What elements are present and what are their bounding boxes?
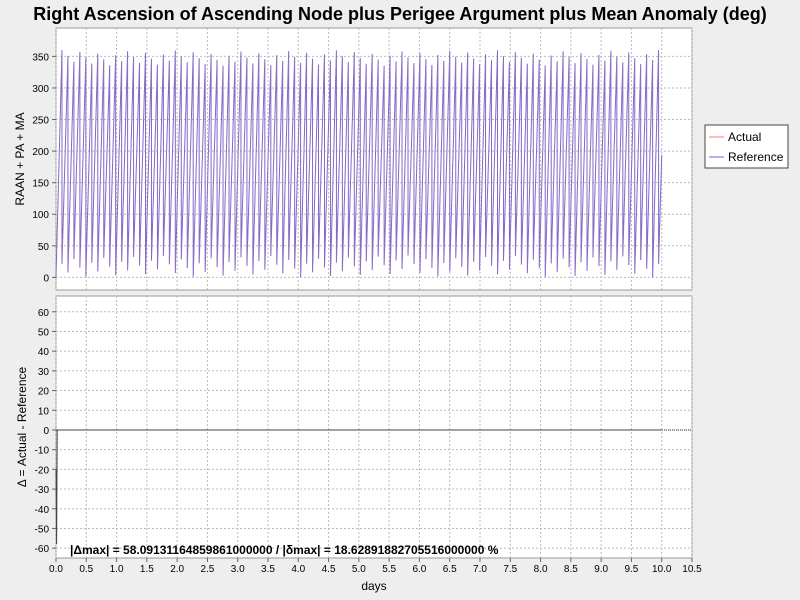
bottom-y-tick-label: 0 [43, 426, 49, 437]
x-tick-label: 4.5 [322, 564, 336, 575]
bottom-grid [55, 296, 693, 558]
top-y-tick-label: 100 [32, 210, 49, 221]
bottom-y-tick-label: 60 [38, 308, 50, 319]
x-tick-label: 0.0 [49, 564, 63, 575]
bottom-y-tick-label: -30 [35, 485, 50, 496]
x-tick-label: 10.0 [652, 564, 672, 575]
bottom-y-tick-label: 40 [38, 347, 50, 358]
top-plot-area [55, 27, 693, 291]
bottom-y-tick-label: 10 [38, 406, 50, 417]
x-tick-label: 10.5 [682, 564, 702, 575]
x-tick-label: 2.5 [200, 564, 214, 575]
bottom-series-delta [55, 429, 692, 545]
x-tick-label: 3.0 [231, 564, 245, 575]
x-tick-label: 9.5 [624, 564, 638, 575]
x-tick-label: 9.0 [594, 564, 608, 575]
bottom-y-tick-label: -10 [35, 446, 50, 457]
x-axis-label: days [361, 579, 386, 593]
top-y-tick-label: 300 [32, 84, 49, 95]
bottom-y-axis-label: Δ = Actual - Reference [15, 366, 29, 487]
x-tick-label: 4.0 [291, 564, 305, 575]
x-tick-label: 7.0 [473, 564, 487, 575]
x-tick-label: 2.0 [170, 564, 184, 575]
x-tick-label: 3.5 [261, 564, 275, 575]
top-y-axis-label: RAAN + PA + MA [13, 112, 27, 205]
bottom-y-tick-label: 50 [38, 327, 50, 338]
series-line-reference [55, 50, 663, 278]
x-tick-label: 5.0 [352, 564, 366, 575]
chart-title: Right Ascension of Ascending Node plus P… [33, 4, 766, 24]
top-y-tick-label: 250 [32, 116, 49, 127]
x-tick-label: 1.0 [110, 564, 124, 575]
bottom-y-tick-label: -60 [35, 544, 50, 555]
legend: Actual Reference [704, 124, 789, 169]
x-tick-label: 7.5 [503, 564, 517, 575]
x-tick-label: 1.5 [140, 564, 154, 575]
bottom-y-tick-label: -20 [35, 465, 50, 476]
stats-text: |Δmax| = 58.09131164859861000000 / |δmax… [70, 543, 499, 557]
legend-label-actual: Actual [728, 130, 761, 144]
legend-label-reference: Reference [728, 150, 784, 164]
delta-line [55, 429, 662, 545]
x-tick-label: 0.5 [79, 564, 93, 575]
x-tick-label: 8.0 [534, 564, 548, 575]
top-y-tick-label: 200 [32, 147, 49, 158]
top-y-tick-label: 150 [32, 179, 49, 190]
top-y-tick-label: 50 [38, 242, 50, 253]
x-tick-label: 6.0 [412, 564, 426, 575]
top-y-ticks: 0 50 100 150 200 250 300 350 [32, 52, 56, 284]
series-line-actual [55, 50, 663, 278]
top-y-tick-label: 350 [32, 52, 49, 63]
x-tick-label: 6.5 [443, 564, 457, 575]
bottom-y-tick-label: -40 [35, 505, 50, 516]
bottom-y-tick-label: 20 [38, 387, 50, 398]
bottom-y-tick-label: -50 [35, 524, 50, 535]
x-tick-label: 5.5 [382, 564, 396, 575]
bottom-y-ticks: 60 50 40 30 20 10 0 -10 -20 -30 -40 -50 -60 [35, 308, 56, 555]
bottom-plot-area [55, 295, 693, 559]
bottom-y-tick-label: 30 [38, 367, 50, 378]
top-series-reference [55, 50, 663, 278]
top-y-tick-label: 0 [43, 273, 49, 284]
x-ticks: 0.0 0.5 1.0 1.5 2.0 2.5 3.0 3.5 4.0 4.5 5.0 5.5 6.0 6… [49, 558, 702, 575]
x-tick-label: 8.5 [564, 564, 578, 575]
